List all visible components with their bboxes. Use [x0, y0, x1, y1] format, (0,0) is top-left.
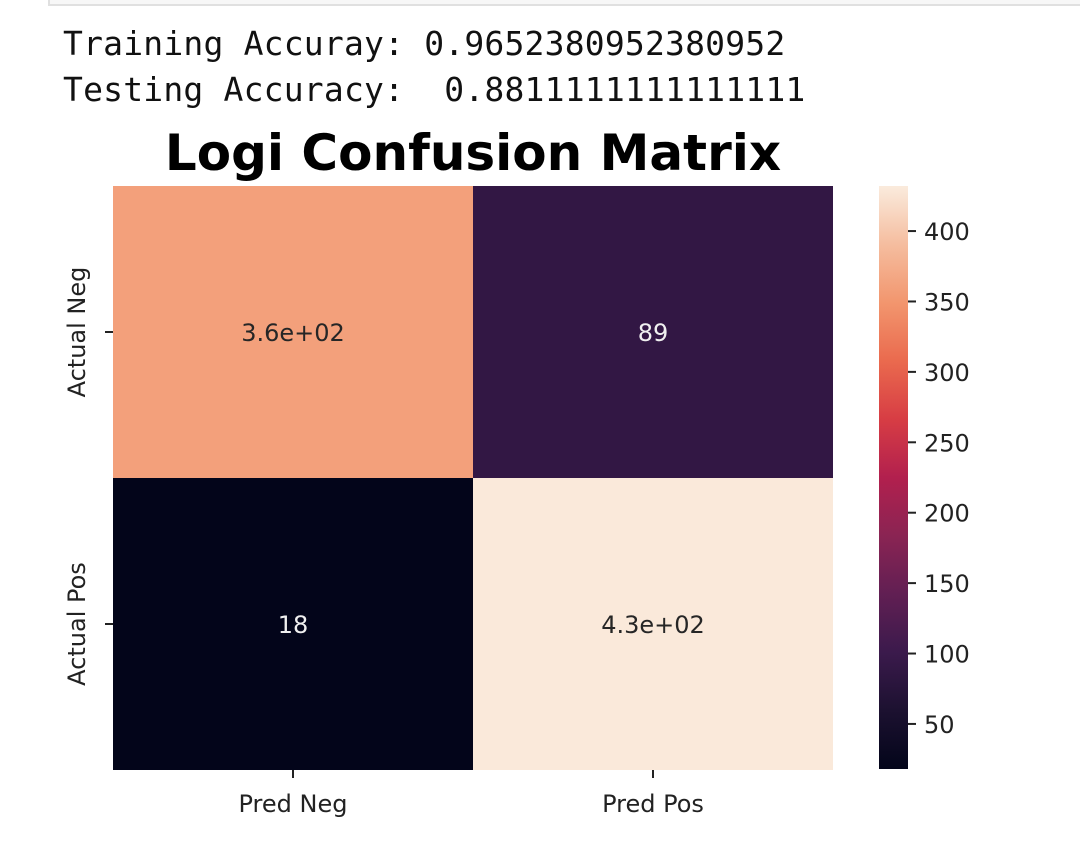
heatmap-cell-r1-c0 [113, 478, 473, 770]
y-tick-label: Actual Pos [63, 562, 91, 686]
cell-annotation-r1-c1: 4.3e+02 [601, 611, 705, 639]
colorbar-tick-label: 350 [924, 288, 970, 316]
colorbar-tick-label: 150 [924, 570, 970, 598]
colorbar-tick-label: 400 [924, 218, 970, 246]
x-tick-label: Pred Pos [602, 790, 704, 818]
heatmap-cell-r0-c1 [473, 186, 833, 478]
colorbar-tick-label: 100 [924, 641, 970, 669]
heatmap-cells: 3.6e+02 89 18 4.3e+02 [113, 186, 833, 770]
notebook-cell-border [48, 0, 1080, 6]
cell-annotation-r0-c0: 3.6e+02 [241, 319, 345, 347]
colorbar-axis: 50 100 150 200 250 300 350 400 [908, 218, 970, 739]
x-tick-label: Pred Neg [239, 790, 348, 818]
y-tick-label: Actual Neg [63, 267, 91, 398]
cell-annotation-r0-c1: 89 [638, 319, 669, 347]
colorbar-tick-label: 200 [924, 500, 970, 528]
heatmap-cell-r0-c0 [113, 186, 473, 478]
heatmap-cell-r1-c1 [473, 478, 833, 770]
chart-title: Logi Confusion Matrix [165, 124, 781, 182]
colorbar-tick-label: 300 [924, 359, 970, 387]
colorbar-tick-label: 50 [924, 711, 955, 739]
x-axis: Pred Neg Pred Pos [239, 770, 704, 818]
y-axis: Actual Neg Actual Pos [63, 267, 113, 686]
colorbar-tick-label: 250 [924, 429, 970, 457]
testing-accuracy-output: Testing Accuracy: 0.8811111111111111 [63, 70, 806, 109]
cell-annotation-r1-c0: 18 [278, 611, 309, 639]
colorbar [879, 186, 908, 769]
training-accuracy-output: Training Accuray: 0.9652380952380952 [63, 24, 786, 63]
